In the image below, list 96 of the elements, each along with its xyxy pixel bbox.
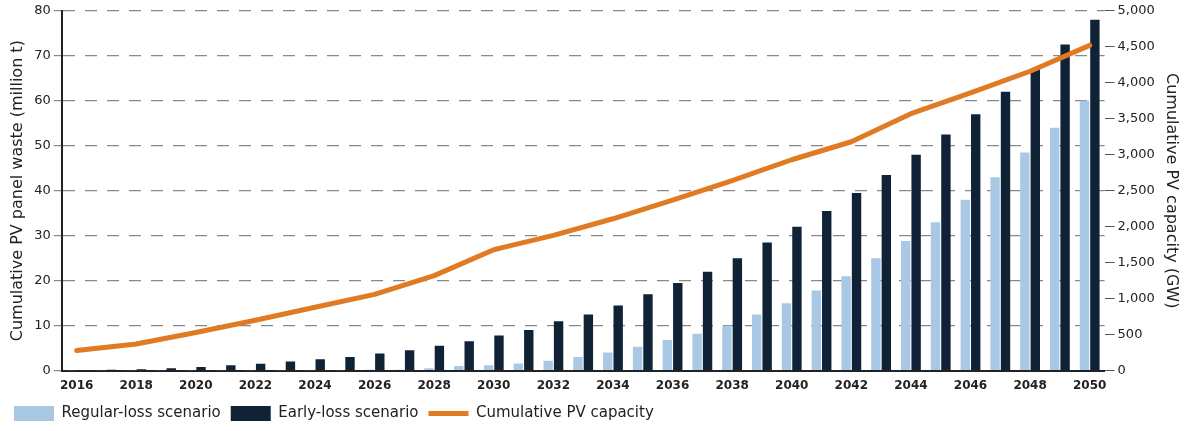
x-tick-label: 2040 [775, 377, 809, 392]
bar [434, 345, 445, 370]
x-tick-label: 2018 [119, 377, 153, 392]
x-tick-label: 2050 [1072, 377, 1107, 392]
y-tick-label: 40 [34, 182, 51, 198]
bar [573, 357, 583, 370]
y-tick-label: 10 [34, 317, 51, 332]
legend-label: Cumulative PV capacity [476, 403, 654, 422]
y-tick-label: 60 [34, 92, 51, 108]
bar [345, 357, 355, 370]
y2-tick-label: 1,500 [1117, 254, 1155, 270]
x-tick-label: 2044 [894, 377, 928, 392]
bar [464, 341, 474, 370]
x-tick-label: 2030 [477, 377, 511, 392]
bar [762, 242, 772, 370]
bar [603, 352, 613, 370]
y-tick-label: 20 [34, 272, 51, 288]
bar [583, 314, 594, 370]
bar [285, 361, 296, 370]
x-tick-label: 2024 [298, 377, 332, 392]
bar [255, 363, 266, 370]
bar [752, 314, 762, 370]
x-tick-label: 2038 [715, 377, 749, 392]
bar [662, 340, 673, 370]
y2-tick-label: 1,000 [1117, 290, 1155, 306]
bar [822, 210, 832, 370]
bar [792, 226, 802, 370]
bar [454, 366, 464, 370]
y2-axis-title: Cumulative PV capacity (GW) [1163, 72, 1183, 309]
bar [941, 134, 951, 370]
bar [990, 177, 1000, 370]
y-tick-label: 0 [42, 361, 51, 377]
bar [543, 360, 553, 370]
bar [513, 363, 524, 370]
x-tick-label: 2042 [834, 377, 869, 392]
x-tick-label: 2026 [357, 377, 392, 392]
bar [315, 359, 325, 370]
y2-tick-label: 0 [1117, 361, 1126, 377]
x-tick-label: 2022 [238, 377, 273, 392]
bar [971, 114, 981, 370]
bar [1020, 152, 1030, 370]
bar [732, 258, 743, 370]
y2-tick-label: 5,000 [1117, 2, 1155, 18]
bar [494, 335, 504, 370]
y2-tick-label: 3,500 [1117, 110, 1155, 126]
bar [1030, 69, 1040, 370]
x-tick-label: 2034 [596, 377, 630, 392]
y-tick-label: 50 [34, 137, 51, 153]
y2-tick-label: 2,500 [1117, 182, 1155, 198]
y-tick-label: 70 [34, 47, 51, 63]
bar [404, 350, 415, 370]
bar [673, 282, 683, 370]
y-tick-label: 30 [34, 227, 51, 243]
x-tick-label: 2020 [179, 377, 213, 392]
bar [901, 241, 911, 370]
bar [960, 199, 970, 370]
legend-label: Early-loss scenario [278, 403, 419, 422]
bar [841, 276, 851, 370]
bar [524, 330, 534, 370]
bar [1060, 44, 1070, 370]
bar [1079, 100, 1090, 370]
x-tick-label: 2036 [655, 377, 690, 392]
bar [871, 258, 881, 370]
bar [226, 365, 236, 370]
bar [702, 271, 713, 370]
bar [811, 290, 822, 370]
bar [632, 346, 643, 370]
bar [1049, 127, 1060, 370]
y2-tick-label: 500 [1117, 325, 1143, 341]
y-tick-label: 80 [34, 2, 51, 18]
bar [851, 192, 862, 370]
bar [881, 174, 892, 370]
y-axis-title: Cumulative PV panel waste (million t) [6, 40, 26, 342]
y2-tick-label: 3,000 [1117, 146, 1155, 162]
x-tick-label: 2028 [417, 377, 451, 392]
bar [930, 222, 941, 370]
x-tick-label: 2046 [953, 377, 988, 392]
bar [196, 367, 206, 370]
x-tick-label: 2048 [1013, 377, 1047, 392]
y2-tick-label: 4,000 [1117, 74, 1155, 90]
bar [1090, 19, 1100, 370]
bar [613, 305, 623, 370]
bar [781, 303, 792, 370]
bar [1000, 91, 1011, 370]
bar [553, 321, 564, 370]
y2-tick-label: 4,500 [1117, 38, 1155, 54]
x-tick-label: 2032 [536, 377, 571, 392]
bar [643, 294, 653, 370]
bar [911, 154, 921, 370]
x-tick-label: 2016 [59, 377, 94, 392]
bar [692, 333, 702, 370]
y2-tick-label: 2,000 [1117, 218, 1155, 234]
bar [375, 353, 385, 370]
legend-label: Regular-loss scenario [61, 403, 221, 422]
bar [483, 365, 494, 370]
bar [722, 325, 732, 370]
